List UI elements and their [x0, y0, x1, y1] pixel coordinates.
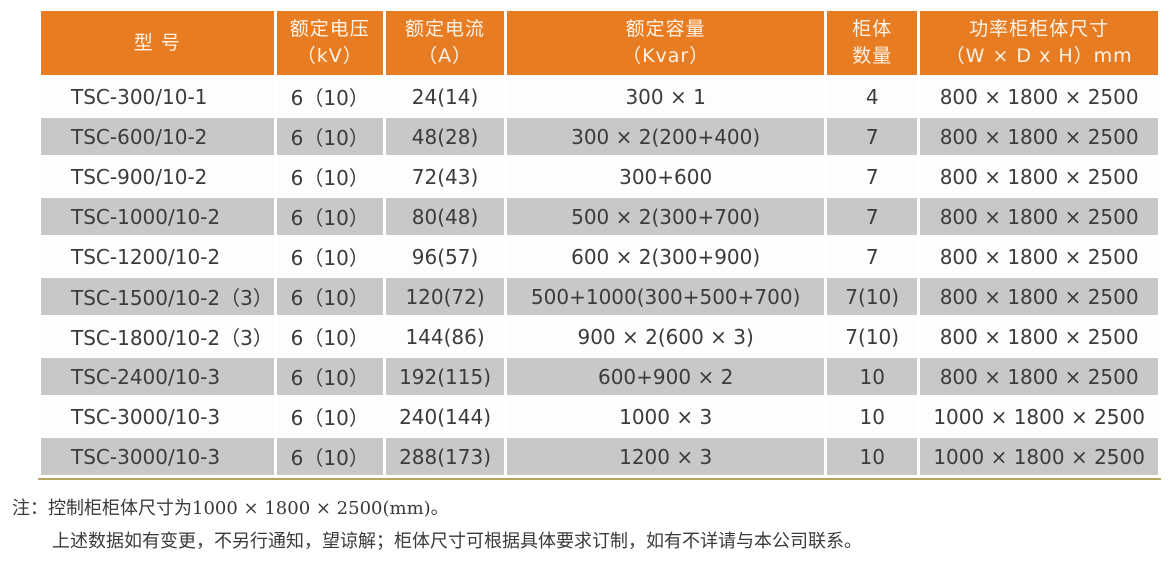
table-row: TSC-2400/10-3 6（10） 192(115) 600+900 × 2… — [41, 358, 1158, 395]
column-header-voltage: 额定电压 （kV） — [276, 11, 383, 75]
cell-capacity: 900 × 2(600 × 3) — [507, 318, 825, 355]
cell-model: TSC-3000/10-3 — [41, 398, 274, 435]
cell-current: 288(173) — [385, 438, 505, 475]
cell-current: 24(14) — [385, 78, 505, 115]
column-header-dimensions: 功率柜柜体尺寸 （W × D x H）mm — [920, 11, 1158, 75]
table-row: TSC-3000/10-3 6（10） 240(144) 1000 × 3 10… — [41, 398, 1158, 435]
cell-model: TSC-900/10-2 — [41, 158, 274, 195]
cell-capacity: 500+1000(300+500+700) — [507, 278, 825, 315]
cell-voltage: 6（10） — [276, 438, 383, 475]
note-text-1: 控制柜柜体尺寸为1000 × 1800 × 2500(mm)。 — [48, 498, 449, 519]
column-header-cabinets: 柜体 数量 — [827, 11, 918, 75]
table-row: TSC-1500/10-2（3） 6（10） 120(72) 500+1000(… — [41, 278, 1158, 315]
cell-model: TSC-1200/10-2 — [41, 238, 274, 275]
cell-capacity: 1000 × 3 — [507, 398, 825, 435]
table-row: TSC-1000/10-2 6（10） 80(48) 500 × 2(300+7… — [41, 198, 1158, 235]
cell-dimensions: 800 × 1800 × 2500 — [920, 238, 1158, 275]
cell-current: 72(43) — [385, 158, 505, 195]
note-line-2: 上述数据如有变更，不另行通知，望谅解；柜体尺寸可根据具体要求订制，如有不详请与本… — [52, 531, 862, 552]
cell-cabinet-count: 7(10) — [827, 318, 918, 355]
cell-current: 80(48) — [385, 198, 505, 235]
cell-voltage: 6（10） — [276, 278, 383, 315]
table-row: TSC-1800/10-2（3） 6（10） 144(86) 900 × 2(6… — [41, 318, 1158, 355]
cell-current: 240(144) — [385, 398, 505, 435]
column-header-capacity: 额定容量 （Kvar） — [507, 11, 825, 75]
cell-voltage: 6（10） — [276, 358, 383, 395]
cell-dimensions: 800 × 1800 × 2500 — [920, 198, 1158, 235]
table-bottom-rule — [38, 478, 1161, 480]
cell-dimensions: 800 × 1800 × 2500 — [920, 318, 1158, 355]
cell-current: 120(72) — [385, 278, 505, 315]
cell-cabinet-count: 7 — [827, 118, 918, 155]
cell-capacity: 1200 × 3 — [507, 438, 825, 475]
cell-dimensions: 800 × 1800 × 2500 — [920, 118, 1158, 155]
table-row: TSC-900/10-2 6（10） 72(43) 300+600 7 800 … — [41, 158, 1158, 195]
table-row: TSC-300/10-1 6（10） 24(14) 300 × 1 4 800 … — [41, 78, 1158, 115]
column-header-model: 型 号 — [41, 11, 274, 75]
cell-cabinet-count: 7 — [827, 158, 918, 195]
cell-voltage: 6（10） — [276, 78, 383, 115]
cell-current: 192(115) — [385, 358, 505, 395]
cell-model: TSC-1500/10-2（3） — [41, 278, 274, 315]
cell-model: TSC-3000/10-3 — [41, 438, 274, 475]
cell-capacity: 600 × 2(300+900) — [507, 238, 825, 275]
note-line-1: 注：控制柜柜体尺寸为1000 × 1800 × 2500(mm)。 — [12, 492, 1162, 525]
cell-voltage: 6（10） — [276, 118, 383, 155]
cell-voltage: 6（10） — [276, 238, 383, 275]
cell-model: TSC-1000/10-2 — [41, 198, 274, 235]
cell-voltage: 6（10） — [276, 318, 383, 355]
cell-model: TSC-2400/10-3 — [41, 358, 274, 395]
cell-dimensions: 800 × 1800 × 2500 — [920, 158, 1158, 195]
cell-dimensions: 800 × 1800 × 2500 — [920, 78, 1158, 115]
table-row: TSC-600/10-2 6（10） 48(28) 300 × 2(200+40… — [41, 118, 1158, 155]
table-row: TSC-3000/10-3 6（10） 288(173) 1200 × 3 10… — [41, 438, 1158, 475]
note-label: 注： — [12, 498, 48, 519]
cell-model: TSC-1800/10-2（3） — [41, 318, 274, 355]
cell-cabinet-count: 10 — [827, 438, 918, 475]
cell-cabinet-count: 7(10) — [827, 278, 918, 315]
cell-current: 48(28) — [385, 118, 505, 155]
cell-dimensions: 1000 × 1800 × 2500 — [920, 398, 1158, 435]
table-row: TSC-1200/10-2 6（10） 96(57) 600 × 2(300+9… — [41, 238, 1158, 275]
cell-voltage: 6（10） — [276, 158, 383, 195]
notes: 注：控制柜柜体尺寸为1000 × 1800 × 2500(mm)。 上述数据如有… — [12, 492, 1162, 558]
cell-voltage: 6（10） — [276, 198, 383, 235]
cell-capacity: 300+600 — [507, 158, 825, 195]
cell-cabinet-count: 10 — [827, 398, 918, 435]
cell-model: TSC-300/10-1 — [41, 78, 274, 115]
cell-dimensions: 800 × 1800 × 2500 — [920, 278, 1158, 315]
spec-table: 型 号 额定电压 （kV） 额定电流 （A） 额定容量 （Kvar） 柜体 数量… — [38, 8, 1161, 478]
cell-capacity: 300 × 1 — [507, 78, 825, 115]
cell-capacity: 300 × 2(200+400) — [507, 118, 825, 155]
cell-model: TSC-600/10-2 — [41, 118, 274, 155]
cell-dimensions: 1000 × 1800 × 2500 — [920, 438, 1158, 475]
cell-dimensions: 800 × 1800 × 2500 — [920, 358, 1158, 395]
header-row: 型 号 额定电压 （kV） 额定电流 （A） 额定容量 （Kvar） 柜体 数量… — [41, 11, 1158, 75]
cell-cabinet-count: 7 — [827, 198, 918, 235]
cell-capacity: 600+900 × 2 — [507, 358, 825, 395]
cell-cabinet-count: 4 — [827, 78, 918, 115]
cell-current: 144(86) — [385, 318, 505, 355]
cell-cabinet-count: 10 — [827, 358, 918, 395]
cell-current: 96(57) — [385, 238, 505, 275]
cell-voltage: 6（10） — [276, 398, 383, 435]
cell-cabinet-count: 7 — [827, 238, 918, 275]
column-header-current: 额定电流 （A） — [385, 11, 505, 75]
cell-capacity: 500 × 2(300+700) — [507, 198, 825, 235]
